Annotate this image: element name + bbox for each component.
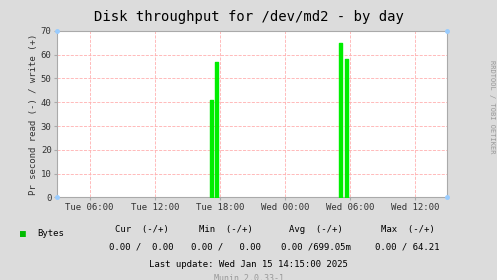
Text: Last update: Wed Jan 15 14:15:00 2025: Last update: Wed Jan 15 14:15:00 2025 — [149, 260, 348, 269]
Text: Munin 2.0.33-1: Munin 2.0.33-1 — [214, 274, 283, 280]
Text: Avg  (-/+): Avg (-/+) — [289, 225, 342, 234]
Text: Bytes: Bytes — [37, 229, 64, 238]
Text: 0.00 /  0.00: 0.00 / 0.00 — [109, 242, 174, 251]
Text: Max  (-/+): Max (-/+) — [381, 225, 434, 234]
Text: Disk throughput for /dev/md2 - by day: Disk throughput for /dev/md2 - by day — [93, 10, 404, 24]
Text: 0.00 /699.05m: 0.00 /699.05m — [281, 242, 350, 251]
Text: 0.00 / 64.21: 0.00 / 64.21 — [375, 242, 440, 251]
Text: Cur  (-/+): Cur (-/+) — [115, 225, 168, 234]
Y-axis label: Pr second read (-) / write (+): Pr second read (-) / write (+) — [29, 34, 38, 195]
Text: ■: ■ — [20, 229, 26, 239]
Text: Min  (-/+): Min (-/+) — [199, 225, 253, 234]
Text: RRDTOOL / TOBI OETIKER: RRDTOOL / TOBI OETIKER — [489, 60, 495, 153]
Text: 0.00 /   0.00: 0.00 / 0.00 — [191, 242, 261, 251]
